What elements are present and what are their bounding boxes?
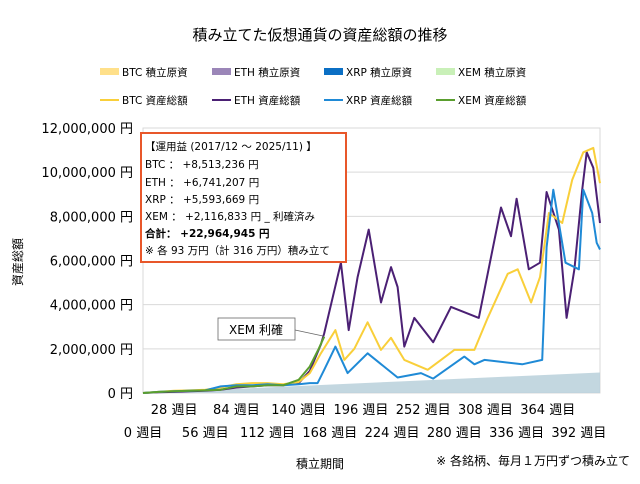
y-tick-label: 12,000,000 円 (41, 122, 133, 137)
series-line-xem (142, 336, 326, 394)
profit-xem: XEM ： +2,116,833 円 _ 利確済み (145, 210, 315, 223)
x-axis-label: 積立期間 (296, 456, 344, 471)
x-tick-label: 28 週目 (151, 403, 198, 418)
x-tick-label: 336 週目 (489, 426, 544, 441)
x-axis-ticks: 0 週目 28 週目 56 週目 84 週目 112 週目 140 週目 168 週目 196… (124, 403, 607, 441)
legend-label: ETH 資産総額 (234, 94, 301, 107)
profit-eth: ETH ： +6,741,207 円 (145, 177, 259, 189)
legend-label: XRP 資産総額 (346, 94, 413, 107)
profit-btc: BTC ： +8,513,236 円 (145, 159, 259, 171)
x-tick-label: 56 週目 (182, 426, 229, 441)
footnote: ※ 各銘柄、毎月１万円ずつ積み立て (436, 453, 630, 468)
y-tick-label: 4,000,000 円 (50, 299, 133, 314)
legend-swatch (212, 68, 231, 75)
x-tick-label: 392 週目 (551, 426, 606, 441)
x-tick-label: 112 週目 (240, 426, 295, 441)
cost-basis-area (143, 372, 600, 393)
y-axis-ticks: 0 円 2,000,000 円 4,000,000 円 6,000,000 円 8,00… (41, 122, 133, 402)
x-tick-label: 0 週目 (124, 426, 162, 441)
legend-label: ETH 積立原資 (234, 66, 300, 79)
callout-label: XEM 利確 (229, 322, 283, 337)
profit-xrp: XRP ： +5,593,669 円 (145, 194, 259, 206)
callout-leader-line (294, 329, 324, 337)
y-tick-label: 8,000,000 円 (50, 210, 133, 225)
x-tick-label: 140 週目 (271, 403, 326, 418)
xem-callout: XEM 利確 (217, 317, 324, 341)
profit-note: ※ 各 93 万円（計 316 万円）積み立て (145, 244, 330, 257)
x-tick-label: 308 週目 (458, 403, 513, 418)
y-tick-label: 2,000,000 円 (50, 343, 133, 358)
x-tick-label: 280 週目 (427, 426, 482, 441)
legend-label: XEM 積立原資 (458, 66, 526, 79)
profit-box-frame (140, 132, 347, 263)
x-tick-label: 196 週目 (333, 403, 388, 418)
legend-label: BTC 積立原資 (122, 66, 188, 79)
chart-title: 積み立てた仮想通貨の資産総額の推移 (192, 26, 447, 44)
legend-label: XEM 資産総額 (458, 94, 527, 107)
legend: BTC 積立原資 ETH 積立原資 XRP 積立原資 XEM 積立原資 BTC 資産総額… (100, 66, 527, 107)
cost-basis-fill (143, 372, 600, 393)
profit-total: 合計： +22,964,945 円 (144, 227, 270, 240)
x-tick-label: 364 週目 (520, 403, 575, 418)
x-tick-label: 84 週目 (213, 403, 260, 418)
y-tick-label: 10,000,000 円 (41, 166, 133, 181)
series-lines (142, 146, 601, 394)
y-tick-label: 6,000,000 円 (50, 255, 133, 270)
series-line-xrp (142, 188, 601, 394)
profit-box: 【運用益 (2017/12 ～ 2025/11) 】 BTC ： +8,513,… (140, 132, 347, 263)
y-tick-label: 0 円 (108, 387, 133, 402)
y-axis-label: 資産総額 (10, 238, 25, 286)
x-tick-label: 168 週目 (302, 426, 357, 441)
legend-swatch (324, 68, 343, 75)
x-tick-label: 224 週目 (365, 426, 420, 441)
callout-box (217, 317, 296, 341)
legend-swatch (436, 68, 455, 75)
legend-label: XRP 積立原資 (346, 66, 412, 79)
x-tick-label: 252 週目 (396, 403, 451, 418)
legend-label: BTC 資産総額 (122, 94, 188, 107)
profit-heading: 【運用益 (2017/12 ～ 2025/11) 】 (145, 140, 317, 153)
legend-swatch (100, 68, 119, 75)
